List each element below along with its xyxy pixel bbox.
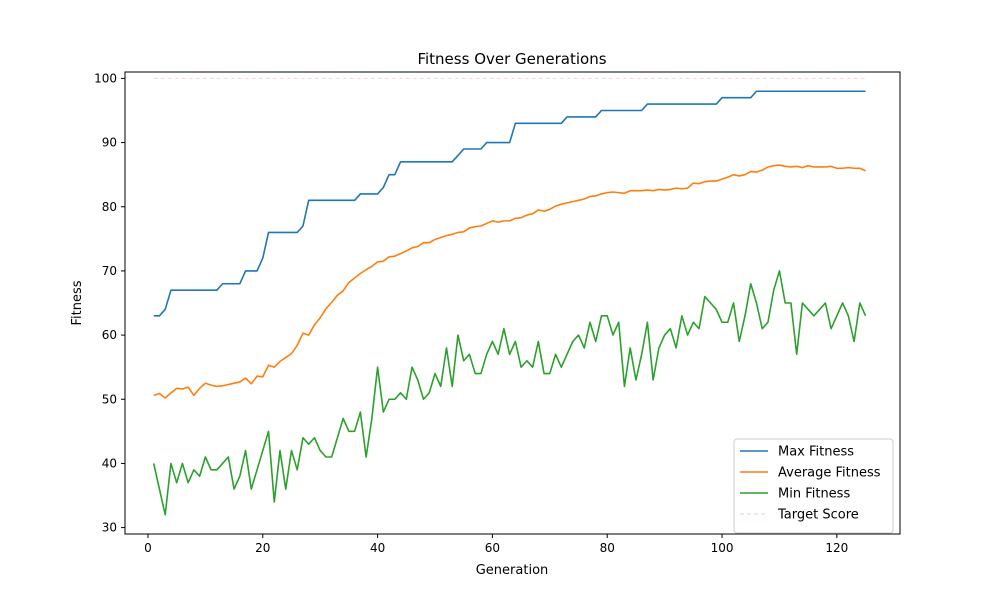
legend: Max Fitness Average Fitness Min Fitness Tar… — [733, 438, 894, 534]
x-tick-label: 40 — [370, 541, 385, 555]
x-tick-label: 80 — [600, 541, 615, 555]
legend-label: Min Fitness — [778, 487, 850, 502]
y-tick-label: 40 — [102, 456, 117, 470]
series-line-2 — [152, 270, 867, 516]
y-axis: 30 40 50 60 70 80 90 100 — [94, 71, 125, 535]
chart-title: Fitness Over Generations — [417, 50, 606, 68]
x-axis: 0 20 40 60 80 100 120 — [144, 534, 848, 555]
axes-frame — [124, 71, 901, 535]
y-tick-label: 100 — [94, 71, 117, 85]
series-line-0 — [153, 90, 866, 317]
x-axis-label: Generation — [476, 563, 549, 578]
y-tick-label: 80 — [102, 200, 117, 214]
y-tick-label: 90 — [102, 136, 117, 150]
legend-label: Average Fitness — [778, 466, 881, 481]
x-tick-label: 120 — [825, 541, 848, 555]
plot-area — [152, 77, 867, 516]
y-axis-label: Fitness — [70, 280, 85, 325]
y-tick-label: 50 — [102, 392, 117, 406]
y-tick-label: 70 — [102, 264, 117, 278]
legend-label: Max Fitness — [778, 445, 854, 460]
x-tick-label: 60 — [485, 541, 500, 555]
legend-box — [733, 438, 894, 534]
y-tick-label: 30 — [102, 521, 117, 535]
x-tick-label: 20 — [255, 541, 270, 555]
y-tick-label: 60 — [102, 328, 117, 342]
x-tick-label: 0 — [144, 541, 152, 555]
legend-label: Target Score — [777, 508, 859, 523]
x-tick-label: 100 — [711, 541, 734, 555]
series-line-1 — [153, 164, 866, 399]
